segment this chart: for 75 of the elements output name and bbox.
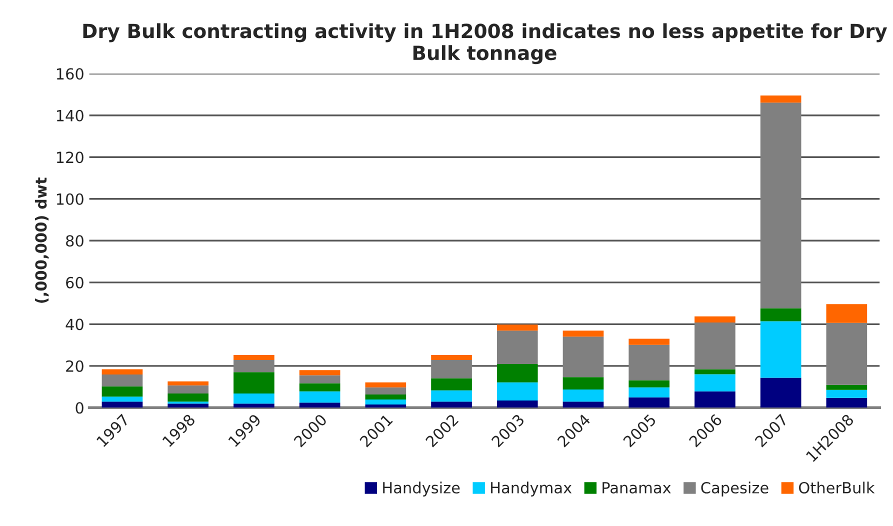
bar — [431, 355, 472, 360]
bar — [562, 336, 604, 378]
bar — [760, 308, 802, 322]
bar — [365, 394, 406, 400]
legend-label: Capesize — [701, 482, 768, 496]
bar — [628, 380, 670, 388]
legend-label: Handysize — [383, 482, 460, 496]
bar — [168, 385, 209, 394]
bar — [826, 384, 868, 390]
y-tick-label: 60 — [66, 276, 84, 288]
bar — [431, 390, 472, 402]
y-tick-label: 120 — [56, 152, 84, 164]
y-tick-label: 160 — [56, 68, 84, 80]
bar — [299, 370, 340, 376]
bar — [168, 404, 209, 408]
bar — [628, 338, 670, 345]
bar — [365, 382, 406, 388]
bar — [365, 387, 406, 394]
bar — [102, 396, 143, 402]
bar — [496, 330, 538, 364]
bar — [694, 391, 736, 408]
y-tick-label: 20 — [66, 360, 84, 372]
bar — [826, 398, 868, 408]
bar — [365, 400, 406, 405]
bar — [628, 397, 670, 408]
y-axis-title: (,000,000) dwt — [34, 177, 49, 303]
bar — [562, 402, 604, 408]
bar — [299, 402, 340, 408]
bar — [826, 304, 868, 323]
bar — [299, 391, 340, 403]
bar — [299, 383, 340, 392]
bar — [826, 390, 868, 398]
bar — [562, 389, 604, 402]
bar — [299, 375, 340, 384]
bar — [496, 400, 538, 408]
bar — [562, 377, 604, 390]
bar — [234, 360, 274, 372]
bar — [694, 369, 736, 374]
y-tick-label: 140 — [56, 110, 84, 122]
legend-label: Panamax — [602, 482, 671, 494]
bar — [628, 387, 670, 398]
bar — [760, 378, 802, 408]
legend-label: Handymax — [491, 482, 572, 496]
bar — [234, 355, 274, 360]
legend-label: OtherBulk — [799, 482, 875, 494]
bar — [102, 374, 143, 386]
bar — [168, 381, 209, 386]
bar — [826, 322, 868, 385]
bar — [694, 322, 736, 370]
bar — [628, 344, 670, 380]
bar — [760, 96, 802, 103]
chart-title: Dry Bulk contracting activity in 1H2008 indicates no less appetite for Dry Bulk tonnage — [83, 23, 888, 64]
bar — [431, 360, 472, 378]
bar — [102, 402, 143, 408]
y-tick-label: 80 — [66, 235, 84, 247]
bar — [760, 102, 802, 308]
bar — [431, 402, 472, 408]
y-tick-label: 0 — [76, 402, 84, 414]
bar — [760, 321, 802, 378]
bar — [496, 382, 538, 401]
bar — [234, 393, 274, 404]
bar — [694, 374, 736, 392]
bar — [365, 404, 406, 408]
bar — [694, 316, 736, 322]
bar — [562, 330, 604, 337]
bar — [496, 364, 538, 382]
y-tick-label: 100 — [56, 193, 84, 205]
bar — [234, 404, 274, 408]
bar — [102, 386, 143, 397]
bar — [431, 378, 472, 390]
bar — [496, 324, 538, 331]
y-tick-label: 40 — [66, 318, 84, 330]
bar — [234, 372, 274, 394]
bar — [168, 393, 209, 402]
bar — [102, 369, 143, 374]
